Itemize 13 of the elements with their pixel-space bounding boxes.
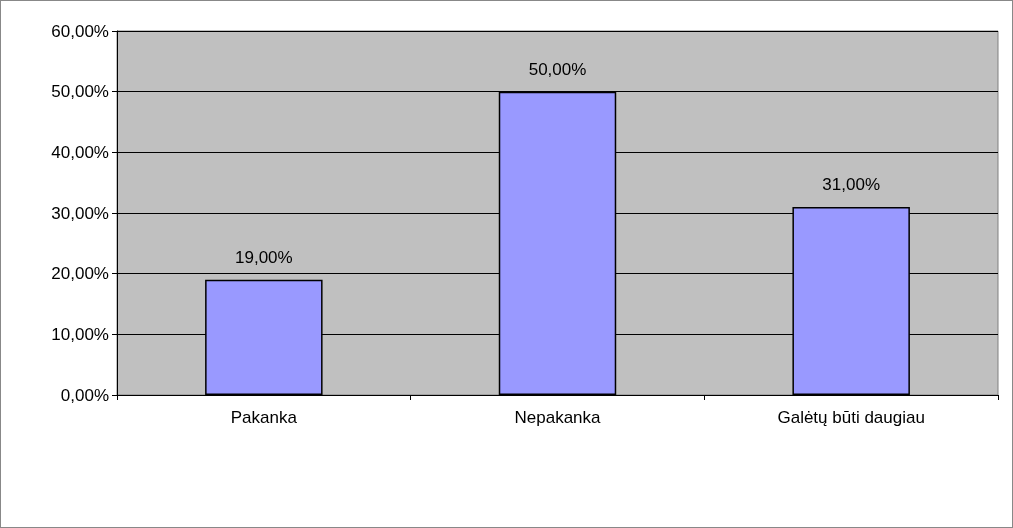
x-tick-label: Pakanka <box>230 408 298 427</box>
data-label: 50,00% <box>528 59 587 79</box>
y-tick-label: 0,00% <box>60 385 109 405</box>
y-tick-label: 40,00% <box>51 142 109 162</box>
data-label: 19,00% <box>235 247 293 267</box>
y-tick-label: 50,00% <box>51 82 109 102</box>
y-tick-label: 30,00% <box>51 203 109 223</box>
y-tick-label: 60,00% <box>51 21 109 41</box>
y-tick-label: 20,00% <box>51 264 109 284</box>
x-tick-label: Nepakanka <box>514 408 602 427</box>
y-tick-label: 10,00% <box>51 324 109 344</box>
x-tick-label: Galėtų būti daugiau <box>777 408 925 427</box>
data-label: 31,00% <box>822 174 880 194</box>
